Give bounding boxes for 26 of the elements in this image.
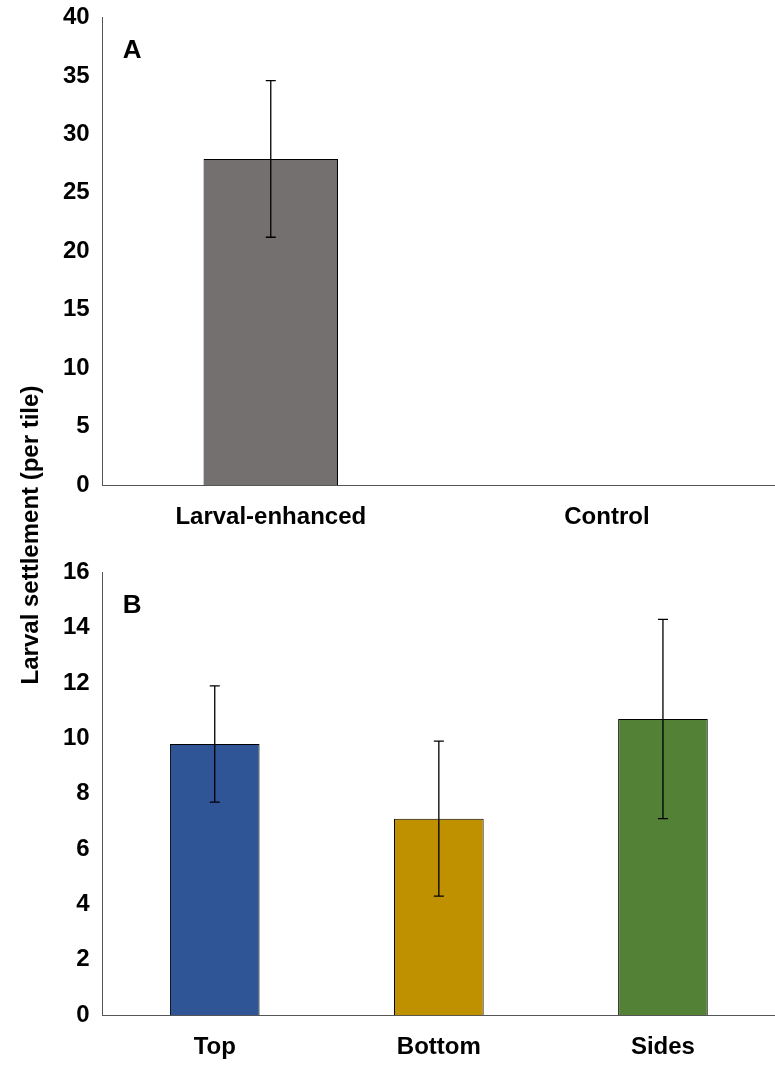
annotation: A — [122, 33, 142, 64]
y-tick-label: 12 — [62, 667, 90, 695]
y-tick-label: 10 — [62, 352, 90, 380]
y-tick-label: 25 — [62, 177, 90, 205]
y-tick-label: 15 — [62, 294, 90, 322]
x-tick-label: Top — [193, 1032, 236, 1060]
y-tick-label: 2 — [76, 944, 90, 972]
x-tick-label: Control — [564, 502, 650, 530]
y-tick-label: 16 — [62, 557, 90, 585]
y-tick-label: 35 — [62, 60, 90, 88]
y-tick-label: 14 — [62, 612, 91, 640]
y-tick-label: 20 — [62, 235, 90, 263]
annotation: B — [122, 588, 142, 619]
y-tick-label: 8 — [76, 778, 90, 806]
y-tick-label: 5 — [76, 411, 90, 439]
y-tick-label: 6 — [76, 833, 90, 861]
y-tick-label: 0 — [76, 999, 90, 1027]
y-tick-label: 30 — [62, 118, 90, 146]
y-tick-label: 40 — [62, 2, 90, 30]
x-tick-label: Bottom — [396, 1032, 481, 1060]
y-tick-label: 0 — [76, 469, 90, 497]
y-axis-title: Larval settlement (per tile) — [16, 385, 44, 685]
x-tick-label: Larval-enhanced — [175, 502, 367, 530]
x-tick-label: Sides — [630, 1032, 695, 1060]
y-tick-label: 10 — [62, 723, 90, 751]
y-tick-label: 4 — [76, 889, 91, 917]
